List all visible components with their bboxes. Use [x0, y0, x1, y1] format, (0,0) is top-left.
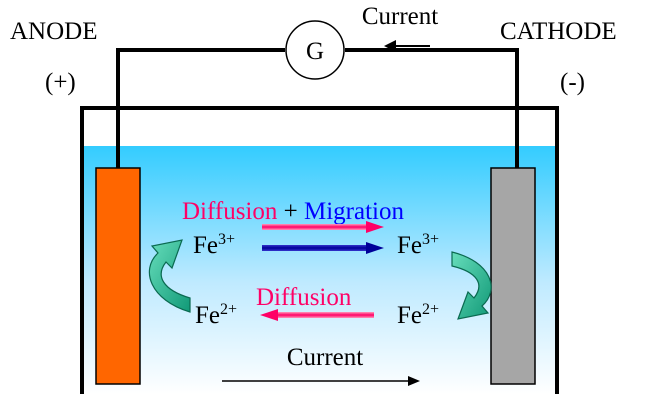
- curved-arrow-right: [451, 251, 492, 320]
- current-label-bottom: Current: [287, 344, 363, 371]
- transport-heading: Diffusion + Migration: [182, 198, 404, 225]
- diffusion-arrow-top: [262, 224, 372, 230]
- anode-electrode: [95, 167, 141, 385]
- fe2-right: Fe2+: [397, 301, 439, 329]
- migration-arrow: [262, 245, 372, 251]
- diffusion-arrow-bottom-head: [260, 309, 278, 321]
- diffusion-arrow-bottom: [274, 312, 374, 318]
- current-arrow-bottom-head: [408, 376, 420, 386]
- cell-container: [80, 106, 559, 394]
- curved-arrow-left: [148, 239, 191, 313]
- current-arrow-top-head: [384, 40, 396, 52]
- current-label-top: Current: [362, 3, 438, 30]
- diffusion-label-bottom: Diffusion: [256, 284, 352, 311]
- galvanometer-label: G: [306, 38, 324, 65]
- cathode-electrode: [490, 167, 536, 385]
- cathode-label: CATHODE: [500, 18, 617, 45]
- plus-label: +: [284, 198, 298, 225]
- anode-sign: (+): [45, 69, 76, 96]
- diffusion-arrow-top-head: [366, 221, 384, 233]
- circuit-wire-left: [116, 48, 285, 168]
- cathode-sign: (-): [560, 69, 585, 96]
- migration-label: Migration: [304, 198, 404, 225]
- migration-arrow-head: [366, 242, 384, 254]
- diffusion-label-top: Diffusion: [182, 198, 278, 225]
- galvanometer: [285, 20, 345, 80]
- fe2-left: Fe2+: [195, 301, 237, 329]
- fe3-left: Fe3+: [193, 231, 235, 259]
- circuit-wire-right: [345, 48, 519, 168]
- anode-label: ANODE: [10, 18, 98, 45]
- fe3-right: Fe3+: [397, 231, 439, 259]
